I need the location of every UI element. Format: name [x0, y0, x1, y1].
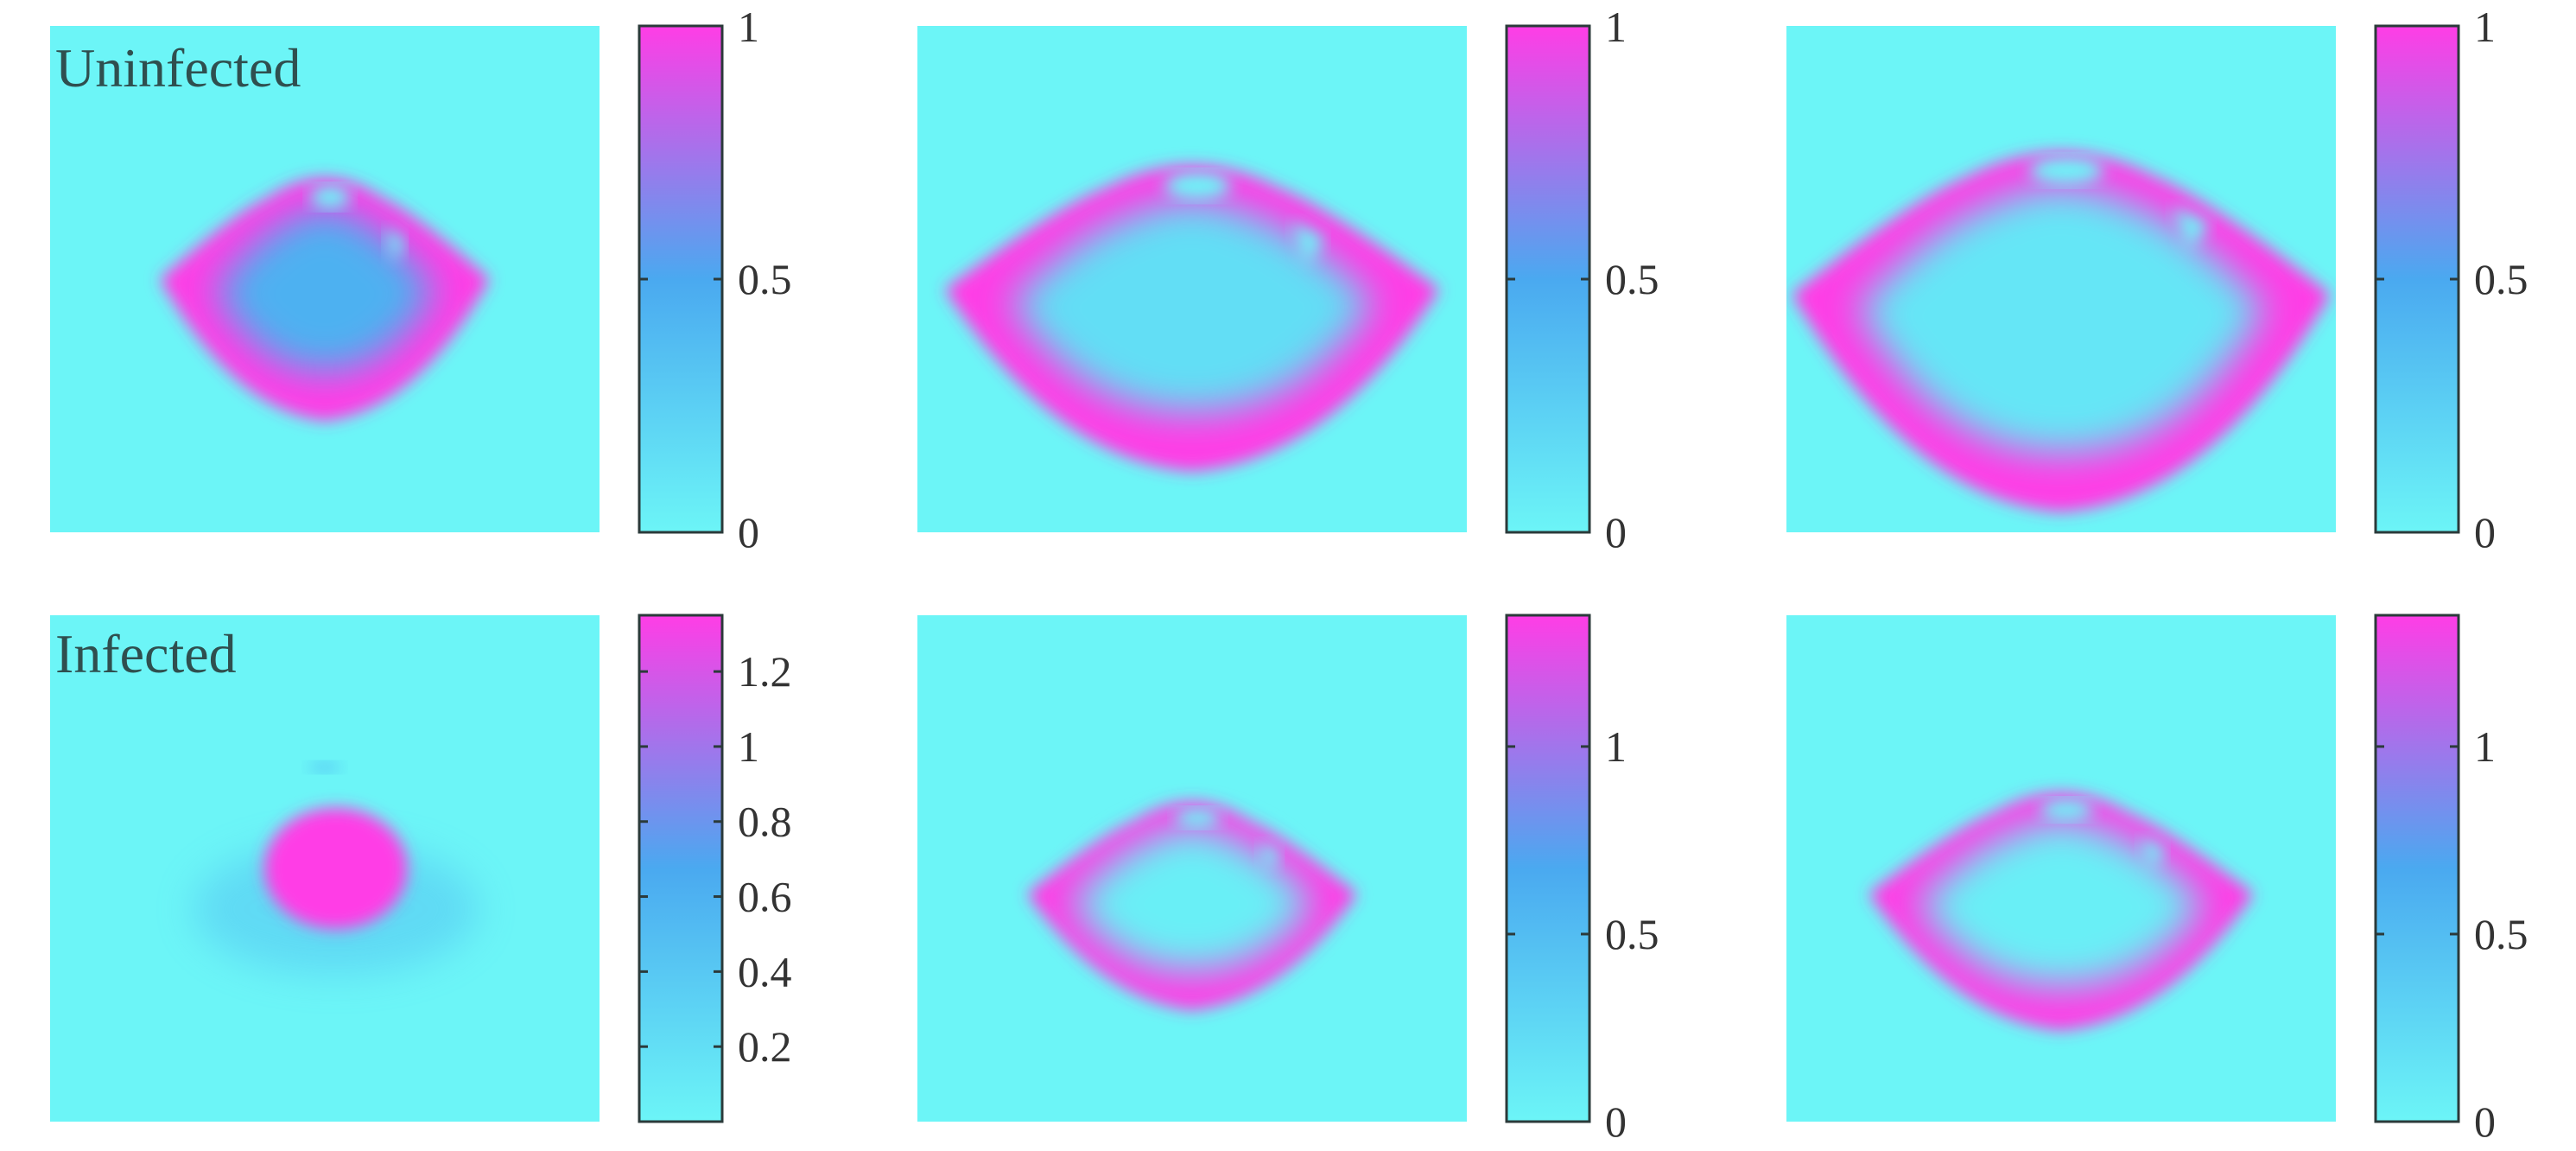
colorbar-tick-label: 1.2	[738, 647, 792, 696]
density-notch	[1258, 842, 1281, 871]
colorbar-tick-label: 0	[2474, 508, 2496, 556]
colorbar-4	[1505, 614, 1591, 1123]
colorbar-tick-label: 0.6	[738, 873, 792, 921]
density-interior	[1918, 821, 2205, 987]
colorbar-0	[638, 24, 724, 534]
colorbar-tick-label: 0.5	[2474, 255, 2528, 303]
density-hole	[2040, 799, 2093, 820]
colorbar-tick-label: 0.5	[1605, 255, 1659, 303]
density-notch	[1291, 221, 1325, 265]
colorbar-1	[1505, 24, 1591, 534]
colorbar-tick-label: 1	[1605, 3, 1627, 51]
colorbar-tick-label: 0	[2474, 1097, 2496, 1146]
colorbar-tick-label: 0.2	[738, 1022, 792, 1071]
colorbar-tick-label: 1	[738, 3, 759, 51]
colorbar-tick-label: 1	[2474, 722, 2496, 771]
heatmap-panel-2: 00.51	[1786, 3, 2528, 556]
density-core	[264, 807, 408, 930]
colorbar-tick-label: 0	[1605, 1097, 1627, 1146]
density-cap	[308, 761, 342, 773]
heatmap-panel-3: 0.2 0.4 0.6 0.8 1 1.2 Infected	[50, 614, 792, 1123]
panel-label: Uninfected	[55, 37, 301, 99]
colorbar-5	[2374, 614, 2460, 1123]
density-notch	[2173, 207, 2210, 250]
colorbar-tick-label: 1	[738, 722, 759, 771]
density-interior	[214, 209, 435, 372]
colorbar-tick-label: 1	[2474, 3, 2496, 51]
heatmap-panel-0: 0 0.5 1 Uninfected	[50, 3, 792, 556]
heatmap-panel-4: 00.51	[917, 614, 1659, 1146]
colorbar-tick-label: 0.4	[738, 947, 792, 995]
colorbar-tick-label: 0.5	[738, 255, 792, 303]
density-notch	[2139, 836, 2166, 869]
density-interior	[1071, 827, 1313, 971]
density-notch	[384, 227, 405, 264]
colorbar-tick-label: 0.8	[738, 798, 792, 846]
colorbar-tick-label: 1	[1605, 722, 1627, 771]
colorbar-tick-label: 0	[738, 508, 759, 556]
heatmap-panel-1: 00.51	[917, 3, 1659, 556]
heatmap-panel-5: 00.51	[1786, 614, 2528, 1146]
colorbar-tick-label: 0.5	[2474, 910, 2528, 958]
colorbar-tick-label: 0.5	[1605, 910, 1659, 958]
colorbar-2	[2374, 24, 2460, 534]
density-hole	[2030, 157, 2103, 184]
density-interior	[1011, 201, 1374, 412]
colorbar-tick-label: 0	[1605, 508, 1627, 556]
density-interior	[1857, 188, 2265, 453]
density-hole	[310, 186, 351, 208]
density-hole	[1164, 172, 1231, 200]
colorbar-3	[638, 614, 724, 1123]
panel-label: Infected	[55, 623, 237, 684]
density-hole	[1176, 809, 1220, 827]
